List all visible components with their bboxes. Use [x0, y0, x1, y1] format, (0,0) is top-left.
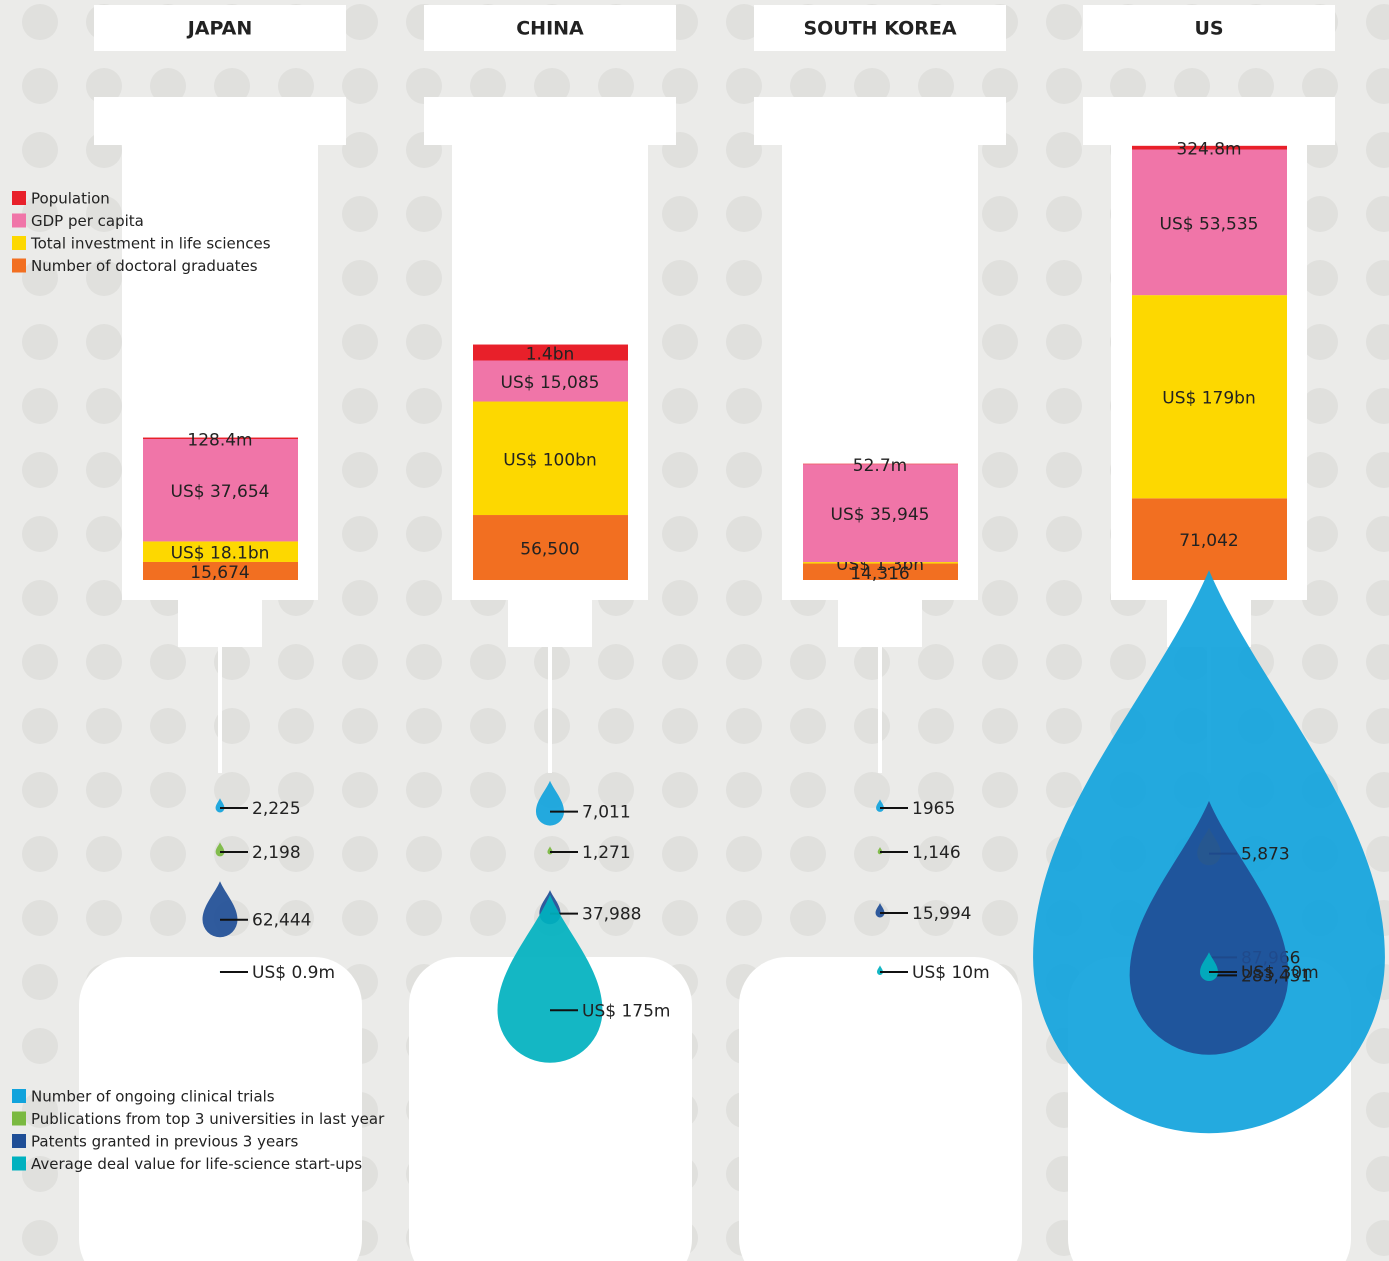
country-label: SOUTH KOREA: [803, 18, 956, 40]
drop-label: US$ 175m: [582, 1001, 670, 1021]
needle-hub: [178, 600, 262, 647]
drop-label: 7,011: [582, 803, 631, 823]
legend-label: Total investment in life sciences: [30, 235, 271, 253]
segment-label: 52.7m: [853, 456, 907, 476]
country-label: US: [1194, 18, 1223, 40]
bar-segment: [1132, 295, 1287, 499]
segment-label: 56,500: [520, 540, 579, 560]
legend-swatch: [12, 236, 26, 250]
segment-label: 71,042: [1179, 531, 1238, 551]
header-box: [94, 5, 346, 51]
drop-label: US$ 0.9m: [252, 963, 335, 983]
bar-segment: [143, 561, 298, 580]
header-box: [754, 5, 1006, 51]
plunger-flange: [1083, 97, 1335, 145]
drop: [202, 881, 238, 938]
segment-label: US$ 53,535: [1160, 214, 1259, 234]
segment-label: US$ 179bn: [1162, 389, 1255, 409]
bar-segment: [803, 563, 958, 580]
drop: [535, 780, 565, 826]
legend-label: Publications from top 3 universities in …: [31, 1110, 385, 1128]
beaker: [739, 957, 1022, 1261]
drop-label: 2,225: [252, 799, 301, 819]
drop-label: 1965: [912, 799, 955, 819]
segment-label: 1.4bn: [526, 345, 575, 365]
country-label: CHINA: [516, 18, 584, 40]
drop-label: 1,271: [582, 843, 631, 863]
legend-label: Number of ongoing clinical trials: [31, 1088, 275, 1106]
beaker: [409, 957, 692, 1261]
bar-segment: [1132, 145, 1287, 150]
drop-label: US$ 10m: [912, 963, 990, 983]
segment-label: US$ 18.1bn: [171, 544, 270, 564]
segment-label: 324.8m: [1176, 140, 1241, 160]
segment-label: 128.4m: [187, 430, 252, 450]
needle: [218, 647, 222, 773]
bar-segment: [803, 464, 958, 563]
legend-swatch: [12, 213, 26, 228]
segment-label: US$ 35,945: [831, 505, 930, 525]
segment-label: US$ 100bn: [503, 450, 596, 470]
legend-label: Population: [31, 190, 110, 208]
needle: [548, 647, 552, 773]
drop: [1200, 952, 1218, 981]
legend-label: Average deal value for life-science star…: [31, 1155, 362, 1173]
segment-label: US$ 37,654: [171, 482, 270, 502]
drop-label: 62,444: [252, 911, 311, 931]
legend-swatch: [12, 1111, 26, 1126]
needle-hub: [508, 600, 592, 647]
legend-swatch: [12, 1134, 26, 1148]
legend-swatch: [12, 191, 26, 205]
drop: [1129, 800, 1289, 1055]
bar-segment: [473, 401, 628, 516]
bar-segment: [1132, 149, 1287, 296]
plunger-flange: [424, 97, 676, 145]
bar-segment: [143, 541, 298, 562]
bar-segment: [803, 463, 958, 465]
legend-label: GDP per capita: [31, 212, 144, 230]
segment-label: US$ 15,085: [501, 373, 600, 393]
bar-segment: [143, 437, 298, 440]
drop: [497, 894, 603, 1063]
bar-segment: [473, 360, 628, 402]
segment-label: 15,674: [190, 563, 249, 583]
beaker: [79, 957, 362, 1261]
legend-label: Number of doctoral graduates: [31, 257, 258, 275]
drop-label: 2,198: [252, 843, 301, 863]
header-box: [424, 5, 676, 51]
drop-label: 37,988: [582, 905, 641, 925]
header-box: [1083, 5, 1335, 51]
drop-label: 15,994: [912, 904, 971, 924]
bar-segment: [143, 439, 298, 542]
plunger-flange: [754, 97, 1006, 145]
needle: [878, 647, 882, 773]
drop-label: 283,431: [1241, 966, 1311, 986]
legend-swatch: [12, 1156, 26, 1171]
needle-hub: [838, 600, 922, 647]
bar-segment: [1132, 498, 1287, 580]
drop-label: US$ 30m: [1241, 963, 1319, 983]
legend-swatch: [12, 1089, 26, 1103]
country-label: JAPAN: [186, 18, 253, 40]
drop-label: 5,873: [1241, 845, 1290, 865]
legend-swatch: [12, 258, 26, 273]
plunger-flange: [94, 97, 346, 145]
bar-segment: [803, 562, 958, 564]
segment-label: 14,316: [850, 564, 909, 584]
bar-segment: [473, 344, 628, 361]
bar-segment: [473, 515, 628, 580]
legend-label: Patents granted in previous 3 years: [31, 1133, 299, 1151]
drop-label: 1,146: [912, 843, 961, 863]
